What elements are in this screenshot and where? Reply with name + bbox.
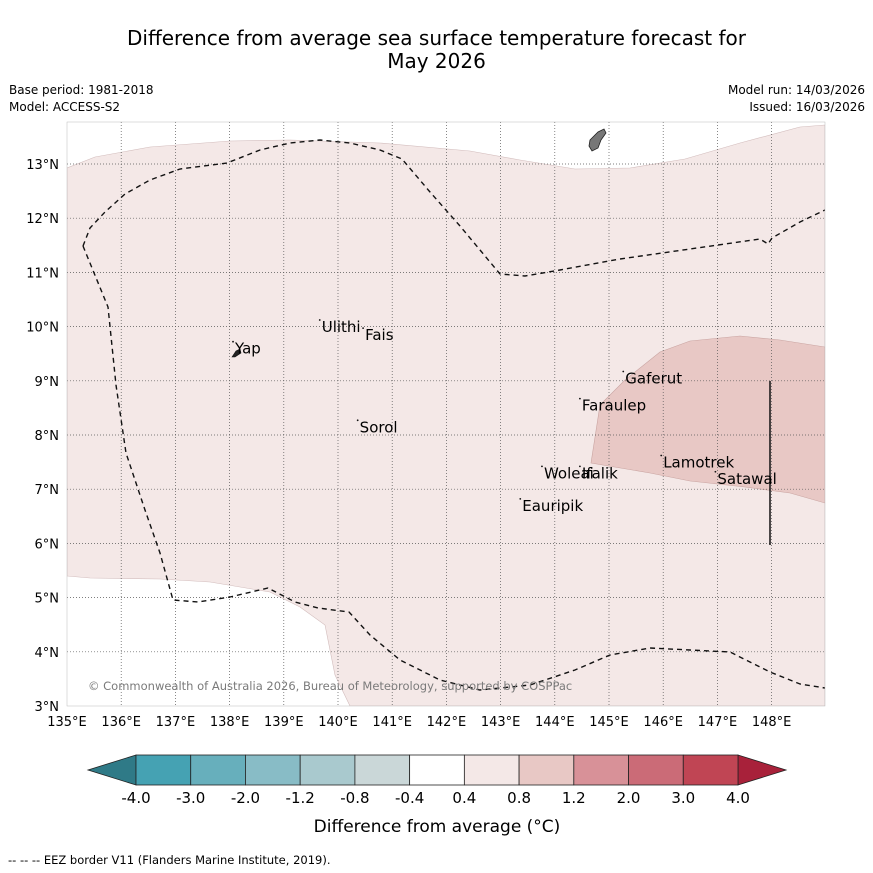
lon-tick-label: 141°E <box>372 715 412 730</box>
map-plot-area: Ulithi Fais Yap Gaferut Faraulep Sorol Lamotre… <box>67 122 825 706</box>
lat-tick-label: 6°N <box>35 537 60 552</box>
lon-tick-label: 136°E <box>101 715 141 730</box>
colorbar-tick-label: 0.4 <box>452 789 476 807</box>
island-marker <box>579 397 581 400</box>
lat-tick-label: 13°N <box>26 158 59 173</box>
place-labels: Ulithi Fais Yap Gaferut Faraulep Sorol Lamotre… <box>232 318 777 515</box>
eez-footnote: -- -- -- EEZ border V11 (Flanders Marine… <box>8 853 331 867</box>
place-label: Ulithi <box>322 318 361 336</box>
island-marker <box>622 370 625 373</box>
colorbar-swatch <box>354 754 411 786</box>
colorbar-title: Difference from average (°C) <box>314 817 561 837</box>
lat-tick-label: 10°N <box>26 321 59 336</box>
lat-tick-label: 5°N <box>35 592 60 607</box>
lat-tick-label: 8°N <box>35 429 60 444</box>
lon-tick-label: 148°E <box>752 715 792 730</box>
colorbar-tick-label: 3.0 <box>671 789 695 807</box>
base-period: Base period: 1981-2018 <box>9 83 154 97</box>
lat-tick-label: 9°N <box>35 375 60 390</box>
colorbar-tick-label: -0.8 <box>340 789 369 807</box>
guam-island <box>588 128 607 152</box>
graticule <box>67 122 825 706</box>
colorbar-swatch <box>245 754 301 786</box>
lat-tick-label: 7°N <box>35 483 60 498</box>
colorbar-tick-label: 1.2 <box>562 789 586 807</box>
lat-tick-label: 3°N <box>35 700 60 715</box>
model-run: Model run: 14/03/2026 <box>727 83 865 97</box>
island-marker <box>660 454 663 457</box>
colorbar-tick-label: -1.2 <box>286 789 315 807</box>
issued-date: Issued: 16/03/2026 <box>749 100 865 114</box>
map-title-line2: May 2026 <box>387 49 486 73</box>
eez-border-west-south <box>82 245 825 691</box>
place-label: Sorol <box>360 418 398 436</box>
place-label: Ifalik <box>582 464 618 482</box>
island-marker <box>356 419 359 422</box>
colorbar-tick-label: -2.0 <box>231 789 260 807</box>
colorbar-tick-label: 0.8 <box>507 789 531 807</box>
island-marker <box>541 465 543 468</box>
lat-tick-label: 4°N <box>35 646 60 661</box>
place-label: Eauripik <box>522 497 583 515</box>
place-label: Gaferut <box>625 370 682 388</box>
place-label: Fais <box>365 326 394 344</box>
island-marker <box>318 319 321 321</box>
map-title-line1: Difference from average sea surface temp… <box>126 26 746 50</box>
map-frame <box>66 121 826 707</box>
colorbar-tick-label: -0.4 <box>395 789 424 807</box>
colorbar-over-arrow <box>737 754 788 786</box>
lon-tick-label: 138°E <box>210 715 250 730</box>
yap-island <box>231 348 242 358</box>
place-label: Yap <box>234 340 261 358</box>
colorbar-under-arrow <box>86 754 137 786</box>
island-marker <box>579 465 581 468</box>
colorbar-swatch <box>299 754 356 786</box>
anomaly-region-0.4-0.8 <box>67 124 825 706</box>
colorbar-swatch <box>463 754 520 786</box>
colorbar-swatch <box>573 754 629 786</box>
lat-tick-label: 11°N <box>26 266 59 281</box>
colorbar-swatch <box>628 754 684 786</box>
axis-labels: 135°E 136°E 137°E 138°E 139°E 140°E 141°E 142°E… <box>26 158 791 730</box>
lon-tick-label: 140°E <box>318 715 358 730</box>
place-label: Lamotrek <box>663 454 734 472</box>
lon-tick-label: 135°E <box>47 715 87 730</box>
colorbar-swatch <box>518 754 575 786</box>
colorbar-swatch <box>409 754 465 786</box>
lon-tick-label: 137°E <box>156 715 196 730</box>
colorbar-tick-label: 4.0 <box>726 789 750 807</box>
island-marker <box>714 470 717 473</box>
lat-tick-label: 12°N <box>26 212 59 227</box>
lon-tick-label: 144°E <box>535 715 575 730</box>
copyright-notice: © Commonwealth of Australia 2026, Bureau… <box>88 679 572 693</box>
colorbar-swatch <box>682 754 739 786</box>
colorbar: -4.0 -3.0 -2.0 -1.2 -0.8 -0.4 0.4 0.8 1.2 2.0 3.0 4… <box>86 754 788 807</box>
lon-tick-label: 143°E <box>481 715 521 730</box>
anomaly-region-0.8-1.2 <box>590 335 825 504</box>
colorbar-swatch <box>190 754 246 786</box>
colorbar-tick-label: -3.0 <box>176 789 205 807</box>
island-marker <box>519 497 522 500</box>
place-label: Faraulep <box>582 397 646 415</box>
lon-tick-label: 147°E <box>698 715 738 730</box>
lon-tick-label: 145°E <box>589 715 629 730</box>
lon-tick-label: 139°E <box>264 715 304 730</box>
model-name: Model: ACCESS-S2 <box>9 100 121 114</box>
colorbar-swatch <box>135 754 192 786</box>
place-label: Satawal <box>717 470 776 488</box>
lon-tick-label: 142°E <box>427 715 467 730</box>
island-marker <box>362 327 364 330</box>
lon-tick-label: 146°E <box>643 715 683 730</box>
colorbar-tick-label: 2.0 <box>617 789 641 807</box>
colorbar-tick-label: -4.0 <box>121 789 150 807</box>
place-label: Woleai <box>544 464 594 482</box>
island-marker <box>232 340 234 343</box>
